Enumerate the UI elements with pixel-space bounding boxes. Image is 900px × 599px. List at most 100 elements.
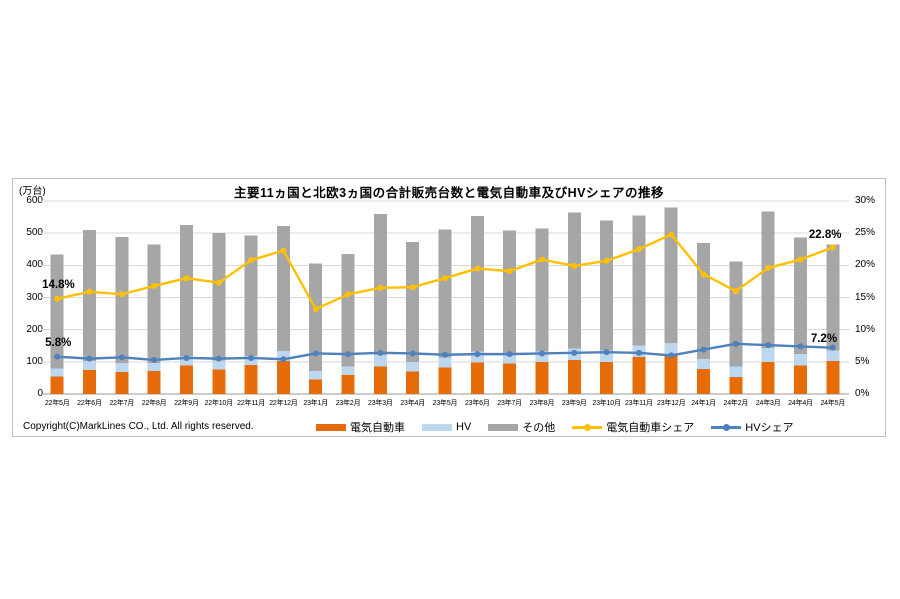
bar-segment-電気自動車 xyxy=(632,357,646,394)
bar-segment-電気自動車 xyxy=(826,361,840,394)
marker-HVシェア xyxy=(183,354,190,361)
marker-HVシェア xyxy=(668,352,675,359)
x-axis-label: 23年6月 xyxy=(464,400,490,407)
x-axis-label: 23年4月 xyxy=(400,400,426,407)
bar-segment-電気自動車 xyxy=(276,360,290,394)
marker-HVシェア xyxy=(474,351,481,358)
bar-segment-電気自動車 xyxy=(535,361,549,394)
bar-segment-電気自動車 xyxy=(503,363,517,394)
marker-HVシェア xyxy=(312,350,319,357)
marker-HVシェア xyxy=(409,350,416,357)
marker-電気自動車シェア xyxy=(732,288,739,295)
x-axis-label: 23年5月 xyxy=(432,400,458,407)
tick-label: 15% xyxy=(855,291,876,303)
legend-marker xyxy=(723,423,731,431)
marker-電気自動車シェア xyxy=(765,264,772,271)
marker-電気自動車シェア xyxy=(506,268,513,275)
bar-segment-その他 xyxy=(600,220,614,351)
bar-segment-電気自動車 xyxy=(147,370,161,394)
bar-segment-電気自動車 xyxy=(212,369,226,394)
bar-segment-電気自動車 xyxy=(115,372,129,394)
marker-HVシェア xyxy=(635,349,642,356)
marker-電気自動車シェア xyxy=(118,291,125,298)
tick-label: 20% xyxy=(855,259,876,271)
x-axis-label: 23年10月 xyxy=(592,400,621,407)
tick-label: 30% xyxy=(855,195,876,206)
marker-HVシェア xyxy=(571,349,578,356)
copyright-text: Copyright(C)MarkLines CO., Ltd. All righ… xyxy=(23,421,254,432)
marker-電気自動車シェア xyxy=(86,288,93,295)
marker-電気自動車シェア xyxy=(151,282,158,289)
marker-電気自動車シェア xyxy=(312,306,319,313)
legend-item-HV: HV xyxy=(422,421,471,433)
bar-segment-その他 xyxy=(50,254,64,369)
x-axis-label: 22年12月 xyxy=(269,400,298,407)
marker-HVシェア xyxy=(506,351,513,358)
x-axis-label: 24年2月 xyxy=(723,400,749,407)
marker-HVシェア xyxy=(829,344,836,351)
bar-segment-HV xyxy=(179,356,193,366)
right-axis-ticks: 30% 25% 20% 15% 10% 5% 0% xyxy=(855,179,885,436)
marker-HVシェア xyxy=(700,346,707,353)
x-axis-label: 24年4月 xyxy=(788,400,813,407)
legend-item-その他: その他 xyxy=(488,419,555,435)
bar-segment-HV xyxy=(82,360,96,370)
x-axis-label: 23年1月 xyxy=(303,400,329,407)
x-axis-label: 23年11月 xyxy=(624,400,653,407)
x-axis-label: 23年3月 xyxy=(368,400,393,407)
marker-電気自動車シェア xyxy=(603,257,610,264)
bar-segment-その他 xyxy=(632,215,646,346)
marker-HVシェア xyxy=(86,355,93,362)
x-axis-label: 22年6月 xyxy=(77,400,102,407)
tick-label: 500 xyxy=(26,227,43,239)
bar-segment-その他 xyxy=(179,225,193,357)
bar-segment-その他 xyxy=(276,225,290,352)
legend-swatch-bar xyxy=(316,423,346,431)
legend-label: HV xyxy=(456,421,472,433)
tick-label: 0% xyxy=(855,388,870,399)
bar-segment-その他 xyxy=(567,212,581,349)
bar-segment-その他 xyxy=(697,242,711,359)
bar-segment-その他 xyxy=(729,261,743,367)
legend-swatch-line xyxy=(711,423,742,432)
tick-label: 0 xyxy=(37,388,43,399)
legend-marker xyxy=(584,423,592,431)
left-axis-unit-label: (万台) xyxy=(19,186,46,197)
x-axis-label: 23年7月 xyxy=(497,400,522,407)
tick-label: 100 xyxy=(26,355,43,367)
bar-segment-電気自動車 xyxy=(244,365,258,394)
bar-segment-その他 xyxy=(309,263,323,372)
tick-label: 600 xyxy=(26,195,43,206)
bar-segment-HV xyxy=(276,351,290,361)
bar-segment-HV xyxy=(373,355,387,367)
marker-電気自動車シェア xyxy=(409,284,416,291)
x-axis-label: 22年8月 xyxy=(141,400,167,407)
tick-label: 200 xyxy=(26,323,43,335)
bar-segment-その他 xyxy=(794,237,808,354)
marker-電気自動車シェア xyxy=(668,231,675,238)
bar-segment-電気自動車 xyxy=(50,376,64,394)
marker-電気自動車シェア xyxy=(377,284,384,291)
bar-segment-HV xyxy=(794,353,808,366)
bar-segment-電気自動車 xyxy=(179,365,193,394)
marker-HVシェア xyxy=(377,349,384,356)
legend-label: 電気自動車シェア xyxy=(606,422,695,434)
legend-swatch-line xyxy=(572,423,603,432)
bar-segment-その他 xyxy=(341,253,355,367)
annotation-5.8%: 5.8% xyxy=(45,336,72,349)
marker-電気自動車シェア xyxy=(280,247,287,254)
marker-電気自動車シェア xyxy=(538,256,545,263)
marker-HVシェア xyxy=(442,351,448,358)
tick-label: 25% xyxy=(855,227,876,239)
marker-HVシェア xyxy=(797,343,804,350)
marker-HVシェア xyxy=(538,350,545,357)
bar-segment-その他 xyxy=(373,213,387,356)
bar-segment-HV xyxy=(212,360,226,370)
bar-segment-その他 xyxy=(761,211,775,349)
bar-segment-その他 xyxy=(406,242,420,362)
x-axis-label: 24年3月 xyxy=(755,400,781,407)
x-axis-label: 22年11月 xyxy=(237,400,266,407)
bar-segment-電気自動車 xyxy=(761,361,775,394)
marker-電気自動車シェア xyxy=(571,262,578,269)
